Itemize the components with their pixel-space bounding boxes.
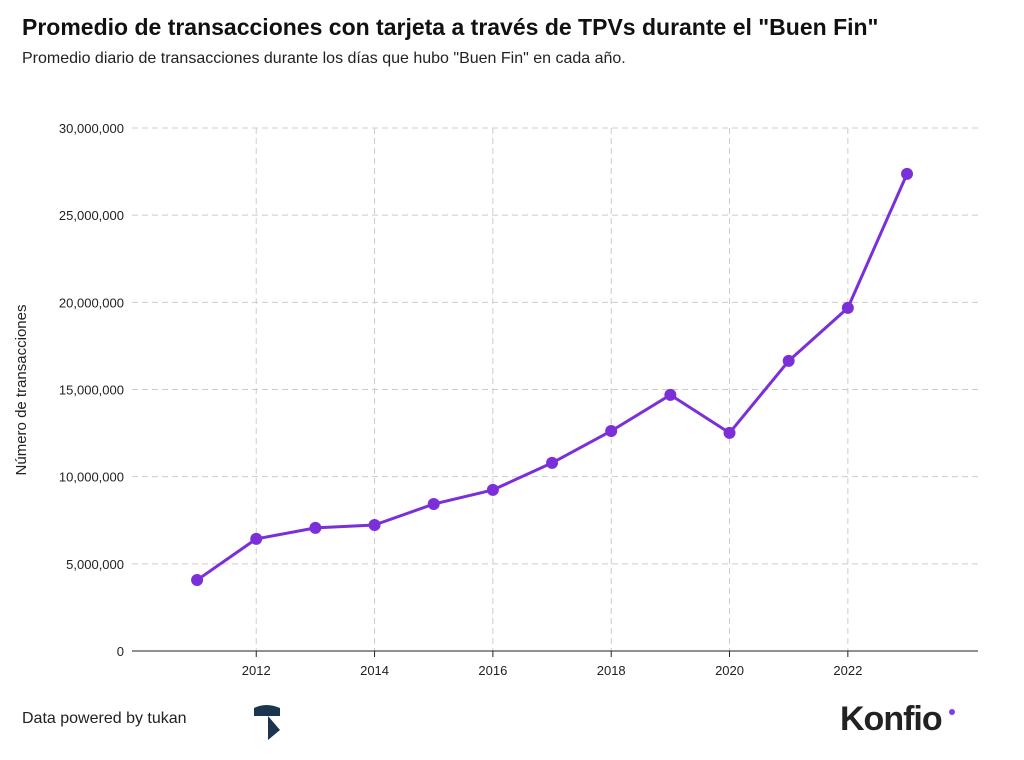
x-tick-label: 2012 xyxy=(242,663,271,678)
x-tick-label: 2016 xyxy=(478,663,507,678)
data-point-2021 xyxy=(782,354,795,367)
y-tick-label: 30,000,000 xyxy=(59,121,124,136)
y-tick-label: 25,000,000 xyxy=(59,208,124,223)
data-point-2023 xyxy=(901,167,914,180)
data-source-text: Data powered by tukan xyxy=(22,710,187,727)
x-tick-label: 2018 xyxy=(597,663,626,678)
data-point-2019 xyxy=(664,388,677,401)
y-tick-label: 15,000,000 xyxy=(59,383,124,398)
data-point-2015 xyxy=(427,498,440,511)
data-point-2017 xyxy=(546,456,559,469)
x-tick-label: 2020 xyxy=(715,663,744,678)
data-point-2018 xyxy=(605,424,618,437)
chart-subtitle: Promedio diario de transacciones durante… xyxy=(22,50,626,67)
data-point-2012 xyxy=(250,532,263,545)
data-point-2020 xyxy=(723,426,736,439)
y-tick-label: 10,000,000 xyxy=(59,470,124,485)
tukan-logo-icon xyxy=(254,705,280,740)
x-tick-label: 2014 xyxy=(360,663,389,678)
series-line xyxy=(196,173,909,582)
y-tick-label: 5,000,000 xyxy=(66,557,124,572)
data-point-2014 xyxy=(368,518,381,531)
y-axis-label: Número de transacciones xyxy=(13,305,30,476)
line-chart: 0 5,000,000 10,000,000 15,000,000 20,000,000… xyxy=(13,121,978,678)
data-point-2016 xyxy=(486,483,499,496)
konfio-logo: Konfio xyxy=(840,700,943,738)
data-point-2013 xyxy=(309,521,322,534)
chart-title: Promedio de transacciones con tarjeta a … xyxy=(22,14,879,40)
x-tick-label: 2022 xyxy=(833,663,862,678)
data-point-2011 xyxy=(191,574,204,587)
y-tick-label: 20,000,000 xyxy=(59,295,124,310)
konfio-logo-dot xyxy=(949,709,955,715)
y-tick-label: 0 xyxy=(117,644,124,659)
data-point-2022 xyxy=(841,301,854,314)
